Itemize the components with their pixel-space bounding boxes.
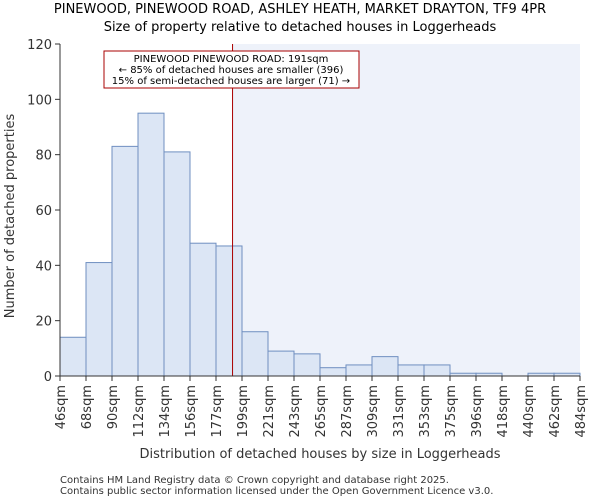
bar-156sqm [189,242,217,377]
bar-265sqm [319,367,347,377]
x-tick-label-396sqm: 396sqm [470,385,485,438]
x-tick-label-265sqm: 265sqm [314,385,329,438]
x-tick-label-112sqm: 112sqm [132,385,147,438]
annotation-box: PINEWOOD PINEWOOD ROAD: 191sqm ← 85% of … [103,50,360,89]
chart-subtitle: Size of property relative to detached ho… [104,20,497,35]
x-tick-label-134sqm: 134sqm [158,385,173,438]
y-tick-label-20: 20 [35,315,52,330]
annotation-border [103,50,360,89]
x-tick-label-353sqm: 353sqm [418,385,433,438]
y-tick-label-100: 100 [27,93,52,108]
x-tick-label-177sqm: 177sqm [210,385,225,438]
annotation-line-1: PINEWOOD PINEWOOD ROAD: 191sqm [134,54,329,65]
bar-90sqm [111,145,139,377]
bar-243sqm [293,353,321,377]
y-tick-label-80: 80 [35,149,52,164]
x-tick-label-309sqm: 309sqm [366,385,381,438]
bar-68sqm [85,262,113,377]
larger-region-highlight [232,44,580,376]
x-tick-label-156sqm: 156sqm [184,385,199,438]
footer-line-2: Contains public sector information licen… [60,486,493,497]
x-tick-label-331sqm: 331sqm [392,385,407,438]
x-tick-label-46sqm: 46sqm [54,385,69,429]
bar-309sqm [371,356,399,377]
annotation-line-2: ← 85% of detached houses are smaller (39… [119,65,344,76]
bar-221sqm [267,350,295,377]
x-tick-label-418sqm: 418sqm [496,385,511,438]
x-tick-label-462sqm: 462sqm [548,385,563,438]
y-axis-label: Number of detached properties [3,114,18,319]
bar-134sqm [163,151,191,377]
bar-287sqm [345,364,373,377]
bar-46sqm [59,336,87,377]
footer-line-1: Contains HM Land Registry data © Crown c… [60,475,449,486]
y-tick-label-60: 60 [35,204,52,219]
bar-177sqm [215,245,243,377]
x-tick-label-199sqm: 199sqm [236,385,251,438]
y-tick-label-120: 120 [27,38,52,53]
x-tick-label-243sqm: 243sqm [288,385,303,438]
x-tick-label-90sqm: 90sqm [106,385,121,429]
chart-title: PINEWOOD, PINEWOOD ROAD, ASHLEY HEATH, M… [54,2,546,17]
x-tick-label-484sqm: 484sqm [574,385,589,438]
x-tick-label-375sqm: 375sqm [444,385,459,438]
x-axis-label: Distribution of detached houses by size … [139,447,500,462]
x-tick-label-287sqm: 287sqm [340,385,355,438]
x-tick-label-68sqm: 68sqm [80,385,95,429]
bar-331sqm [397,364,425,377]
y-tick-label-40: 40 [35,259,52,274]
x-tick-label-221sqm: 221sqm [262,385,277,438]
x-tick-label-440sqm: 440sqm [522,385,537,438]
bar-112sqm [137,112,165,377]
annotation-line-3: 15% of semi-detached houses are larger (… [112,76,350,87]
bar-199sqm [241,331,269,377]
bar-353sqm [423,364,451,377]
y-tick-label-0: 0 [44,370,52,385]
